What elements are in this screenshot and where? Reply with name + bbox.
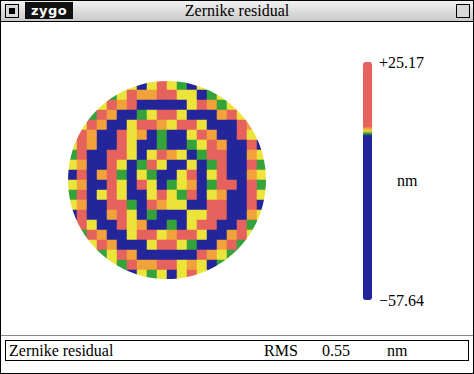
html-text:0.55: 0.55: [322, 342, 350, 359]
html-text:zygo: zygo: [31, 3, 68, 18]
svg-text:nm: nm: [397, 172, 418, 189]
svg-text:−57.64: −57.64: [379, 292, 424, 309]
html-text:Zernike residual: Zernike residual: [9, 342, 114, 359]
html-text:Zernike residual: Zernike residual: [184, 2, 290, 19]
svg-text:+25.17: +25.17: [379, 54, 424, 71]
html-text:RMS: RMS: [264, 342, 298, 359]
html-text:nm: nm: [387, 342, 408, 359]
